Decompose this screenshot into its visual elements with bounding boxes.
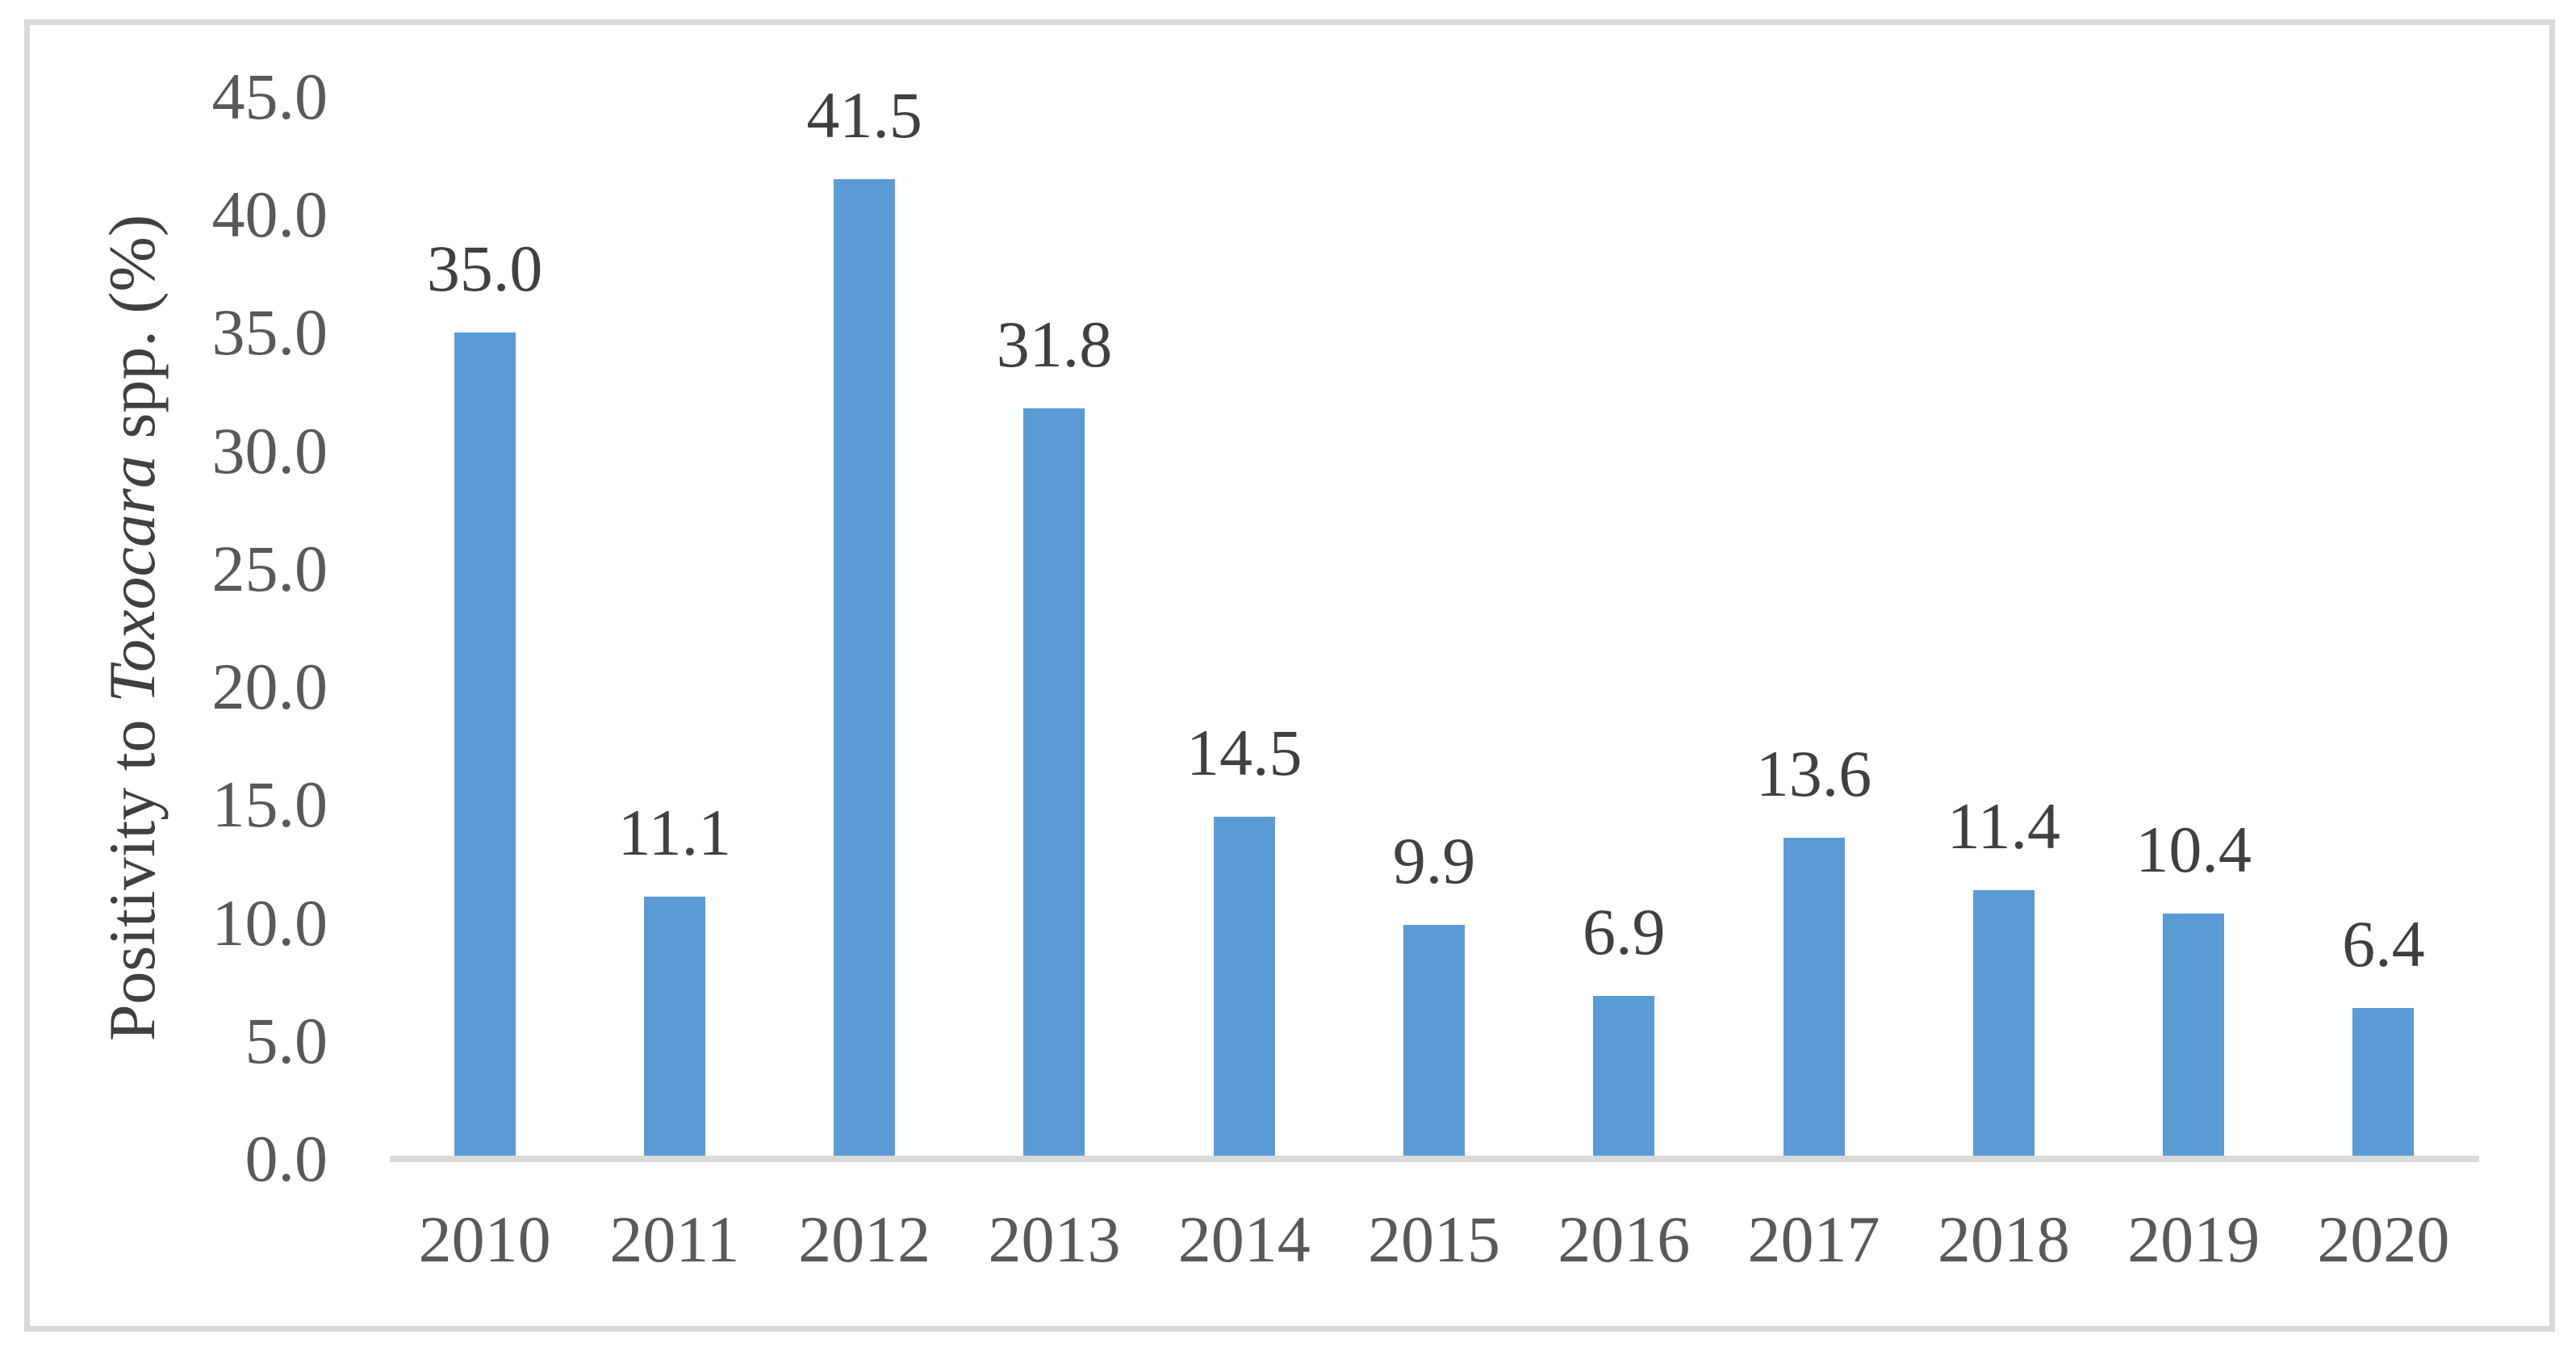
bar-2018 — [1972, 889, 2034, 1156]
x-tick-label: 2017 — [1747, 1203, 1880, 1276]
x-tick-label: 2010 — [418, 1203, 551, 1276]
y-axis-title-text: Positivity to — [95, 702, 169, 1042]
x-tick-label: 2015 — [1368, 1203, 1500, 1276]
y-tick-label: 10.0 — [211, 885, 328, 960]
bar-value-label: 6.4 — [2342, 906, 2425, 981]
bar-value-label: 6.9 — [1583, 895, 1666, 969]
y-tick-label: 30.0 — [211, 413, 328, 487]
bar-2010 — [454, 333, 516, 1156]
y-tick-label: 5.0 — [245, 1003, 328, 1077]
bar-2020 — [2352, 1007, 2415, 1156]
y-tick-label: 35.0 — [211, 295, 328, 370]
bar-2012 — [834, 179, 896, 1156]
bar-2014 — [1213, 816, 1275, 1156]
bar-value-label: 35.0 — [426, 232, 543, 306]
bar-value-label: 13.6 — [1755, 737, 1872, 811]
x-tick-label: 2014 — [1177, 1203, 1311, 1276]
x-tick-label: 2019 — [2127, 1203, 2260, 1276]
x-axis-line — [390, 1156, 2479, 1162]
y-tick-label: 25.0 — [211, 531, 328, 605]
bar-2013 — [1023, 408, 1085, 1156]
figure-frame — [24, 19, 2555, 1332]
x-tick-label: 2013 — [988, 1203, 1121, 1276]
bar-2011 — [643, 897, 705, 1156]
y-tick-label: 40.0 — [211, 178, 328, 252]
y-tick-label: 15.0 — [211, 768, 328, 842]
bar-value-label: 14.5 — [1186, 715, 1303, 789]
bar-value-label: 11.1 — [617, 796, 732, 870]
y-tick-label: 45.0 — [211, 60, 328, 133]
bar-value-label: 31.8 — [996, 307, 1113, 382]
bar-value-label: 9.9 — [1392, 824, 1476, 898]
y-tick-label: 20.0 — [211, 650, 328, 724]
x-tick-label: 2020 — [2317, 1203, 2450, 1276]
x-tick-label: 2018 — [1937, 1203, 2070, 1276]
bar-value-label: 10.4 — [2135, 812, 2252, 886]
bar-value-label: 11.4 — [1947, 788, 2061, 863]
y-tick-label: 0.0 — [245, 1122, 328, 1195]
bar-2017 — [1783, 838, 1845, 1156]
x-tick-label: 2016 — [1558, 1203, 1691, 1276]
bar-2016 — [1593, 996, 1655, 1156]
bar-2015 — [1403, 925, 1465, 1156]
bar-2019 — [2163, 913, 2225, 1156]
x-tick-label: 2012 — [798, 1203, 931, 1276]
bar-value-label: 41.5 — [806, 78, 922, 153]
x-tick-label: 2011 — [609, 1203, 740, 1276]
